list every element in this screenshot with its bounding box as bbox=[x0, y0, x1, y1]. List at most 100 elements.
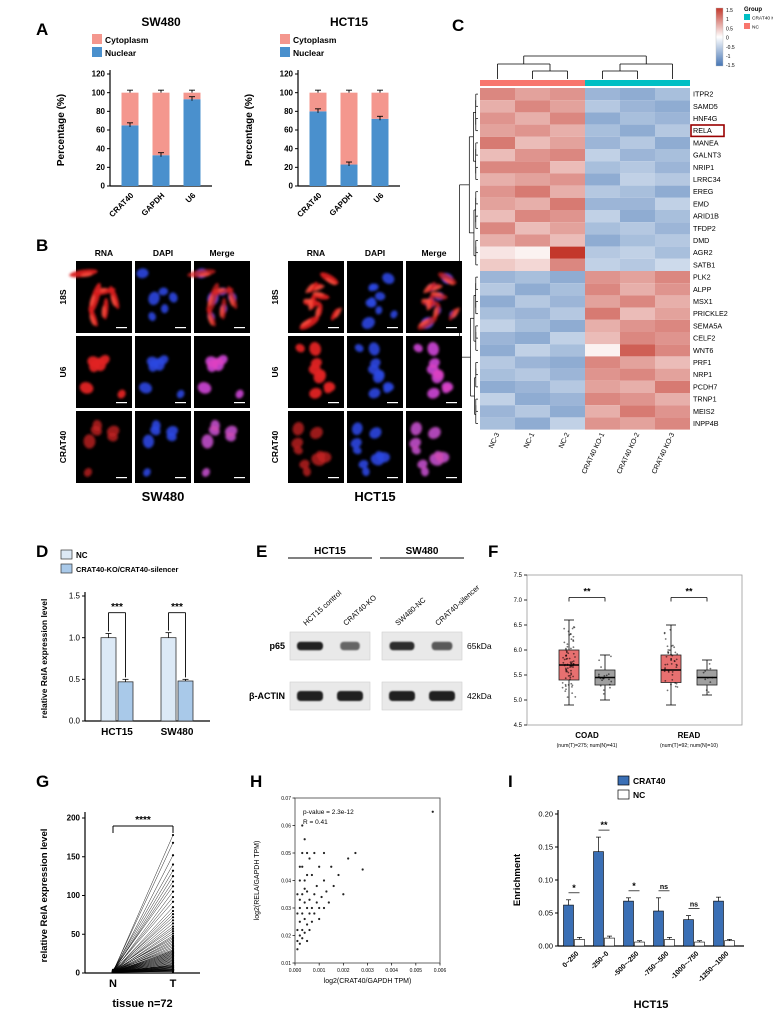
svg-text:7.0: 7.0 bbox=[514, 598, 523, 604]
svg-text:****: **** bbox=[135, 815, 151, 826]
svg-text:RELA: RELA bbox=[693, 126, 712, 135]
panel-f-box-plot: 4.5 5.0 5.5 6.0 6.5 7.0 7.5 ** COAD (num(T)=275; … bbox=[514, 573, 743, 749]
svg-text:***: *** bbox=[111, 602, 123, 613]
svg-text:NC-2: NC-2 bbox=[558, 432, 571, 450]
panel-i-label: I bbox=[508, 772, 513, 791]
svg-text:42kDa: 42kDa bbox=[467, 691, 492, 701]
svg-text:p-value = 2.3e-12: p-value = 2.3e-12 bbox=[303, 809, 354, 816]
svg-text:U6: U6 bbox=[184, 191, 198, 205]
svg-text:MSX1: MSX1 bbox=[693, 297, 713, 306]
svg-text:PRICKLE2: PRICKLE2 bbox=[693, 309, 728, 318]
svg-text:RNA: RNA bbox=[95, 248, 113, 258]
svg-text:Merge: Merge bbox=[209, 248, 234, 258]
panel-g-paired-plot: 0 50 100 150 200 relative RelA expression lev… bbox=[39, 812, 200, 1010]
svg-text:-0.5: -0.5 bbox=[726, 45, 735, 51]
panel-d-bar-chart: NC CRAT40-KO/CRAT40-silencer 0.0 0.5 1.0 1.5 r… bbox=[39, 549, 210, 738]
svg-text:U6: U6 bbox=[372, 191, 386, 205]
svg-text:NRP1: NRP1 bbox=[693, 370, 712, 379]
svg-text:TFDP2: TFDP2 bbox=[693, 224, 716, 233]
svg-text:MEIS2: MEIS2 bbox=[693, 407, 715, 416]
svg-text:CRAT40-KO: CRAT40-KO bbox=[341, 593, 378, 628]
panel-c-label: C bbox=[452, 16, 465, 35]
svg-text:HCT15: HCT15 bbox=[101, 727, 133, 738]
svg-text:RNA: RNA bbox=[307, 248, 325, 258]
svg-text:NC-3: NC-3 bbox=[488, 432, 501, 450]
svg-text:(num(T)=92; num(N)=10): (num(T)=92; num(N)=10) bbox=[660, 743, 718, 749]
svg-text:GAPDH: GAPDH bbox=[140, 191, 167, 218]
panel-i-enrichment-bar-chart: CRAT40 NC 0.00 0.05 0.10 0.15 0.20 Enrichment * 0… bbox=[512, 775, 744, 1011]
svg-text:-250~0: -250~0 bbox=[590, 950, 611, 971]
svg-text:PLK2: PLK2 bbox=[693, 273, 711, 282]
panel-d-label: D bbox=[36, 542, 49, 561]
svg-text:CRAT40: CRAT40 bbox=[633, 776, 666, 786]
svg-text:SW480: SW480 bbox=[161, 727, 194, 738]
svg-text:GAPDH: GAPDH bbox=[328, 191, 355, 218]
svg-text:40: 40 bbox=[284, 144, 293, 153]
svg-text:1.5: 1.5 bbox=[726, 8, 733, 14]
svg-text:Merge: Merge bbox=[421, 248, 446, 258]
svg-text:0.001: 0.001 bbox=[313, 968, 326, 974]
svg-text:80: 80 bbox=[284, 107, 293, 116]
svg-text:HCT15: HCT15 bbox=[330, 15, 368, 29]
svg-text:65kDa: 65kDa bbox=[467, 641, 492, 651]
svg-text:4.5: 4.5 bbox=[514, 723, 523, 729]
svg-text:NC: NC bbox=[633, 790, 645, 800]
svg-text:DAPI: DAPI bbox=[365, 248, 385, 258]
svg-text:120: 120 bbox=[92, 70, 106, 79]
svg-text:*: * bbox=[572, 883, 576, 893]
svg-text:WNT6: WNT6 bbox=[693, 346, 713, 355]
svg-text:***: *** bbox=[171, 602, 183, 613]
svg-text:40: 40 bbox=[96, 144, 105, 153]
svg-text:CELF2: CELF2 bbox=[693, 334, 715, 343]
svg-text:120: 120 bbox=[280, 70, 294, 79]
svg-text:0.04: 0.04 bbox=[281, 878, 291, 884]
svg-text:CRAT40 KO-3: CRAT40 KO-3 bbox=[651, 432, 676, 475]
panel-b-sw480-microscopy-grid: RNA DAPI Merge 18S U6 CRAT40 SW480 bbox=[58, 248, 250, 504]
svg-text:SEMA5A: SEMA5A bbox=[693, 321, 722, 330]
svg-text:Cytoplasm: Cytoplasm bbox=[293, 35, 337, 45]
panel-a-hct15-stacked-bar-chart: HCT15 Cytoplasm Nuclear 0 20 40 60 80 100 120 Perc… bbox=[244, 15, 400, 219]
svg-text:0.005: 0.005 bbox=[410, 968, 423, 974]
svg-text:0.01: 0.01 bbox=[281, 961, 291, 967]
panel-b-label: B bbox=[36, 236, 49, 255]
svg-text:*: * bbox=[632, 881, 636, 891]
svg-text:PRF1: PRF1 bbox=[693, 358, 711, 367]
svg-text:TRNP1: TRNP1 bbox=[693, 395, 717, 404]
svg-text:100: 100 bbox=[67, 891, 81, 900]
svg-text:0.02: 0.02 bbox=[281, 933, 291, 939]
svg-text:0: 0 bbox=[289, 182, 294, 191]
svg-text:60: 60 bbox=[96, 126, 105, 135]
svg-text:β-ACTIN: β-ACTIN bbox=[249, 691, 285, 701]
svg-text:DAPI: DAPI bbox=[153, 248, 173, 258]
svg-text:Percentage (%): Percentage (%) bbox=[244, 94, 255, 166]
svg-text:CRAT40: CRAT40 bbox=[295, 191, 323, 219]
svg-text:0.06: 0.06 bbox=[281, 823, 291, 829]
svg-text:Nuclear: Nuclear bbox=[105, 48, 137, 58]
svg-text:CRAT40 KO-1: CRAT40 KO-1 bbox=[581, 432, 606, 475]
svg-text:50: 50 bbox=[71, 930, 80, 939]
svg-text:HCT15: HCT15 bbox=[634, 999, 669, 1011]
svg-text:U6: U6 bbox=[270, 366, 280, 377]
svg-text:0.5: 0.5 bbox=[726, 26, 733, 32]
svg-text:SATB1: SATB1 bbox=[693, 260, 715, 269]
panel-b-hct15-microscopy-grid: RNA DAPI Merge 18S U6 CRAT40 HCT15 bbox=[270, 248, 462, 504]
svg-text:0.03: 0.03 bbox=[281, 906, 291, 912]
panel-e-label: E bbox=[256, 542, 268, 561]
svg-text:CRAT40-KO/CRAT40-silencer: CRAT40-KO/CRAT40-silencer bbox=[76, 565, 179, 574]
svg-text:0.05: 0.05 bbox=[538, 909, 553, 918]
svg-text:Group: Group bbox=[744, 7, 762, 13]
panel-a-label: A bbox=[36, 20, 49, 39]
svg-text:Cytoplasm: Cytoplasm bbox=[105, 35, 149, 45]
svg-text:0.006: 0.006 bbox=[434, 968, 447, 974]
svg-text:**: ** bbox=[583, 587, 591, 597]
svg-text:18S: 18S bbox=[270, 289, 280, 304]
svg-text:CRAT40-silencer: CRAT40-silencer bbox=[433, 583, 481, 628]
svg-text:SW480-NC: SW480-NC bbox=[393, 595, 428, 627]
svg-text:20: 20 bbox=[96, 163, 105, 172]
svg-text:0.15: 0.15 bbox=[538, 843, 553, 852]
svg-text:0.00: 0.00 bbox=[538, 942, 553, 951]
svg-text:-1250~-1000: -1250~-1000 bbox=[697, 950, 730, 983]
panel-h-label: H bbox=[250, 772, 263, 791]
svg-text:-750~-500: -750~-500 bbox=[643, 950, 671, 978]
